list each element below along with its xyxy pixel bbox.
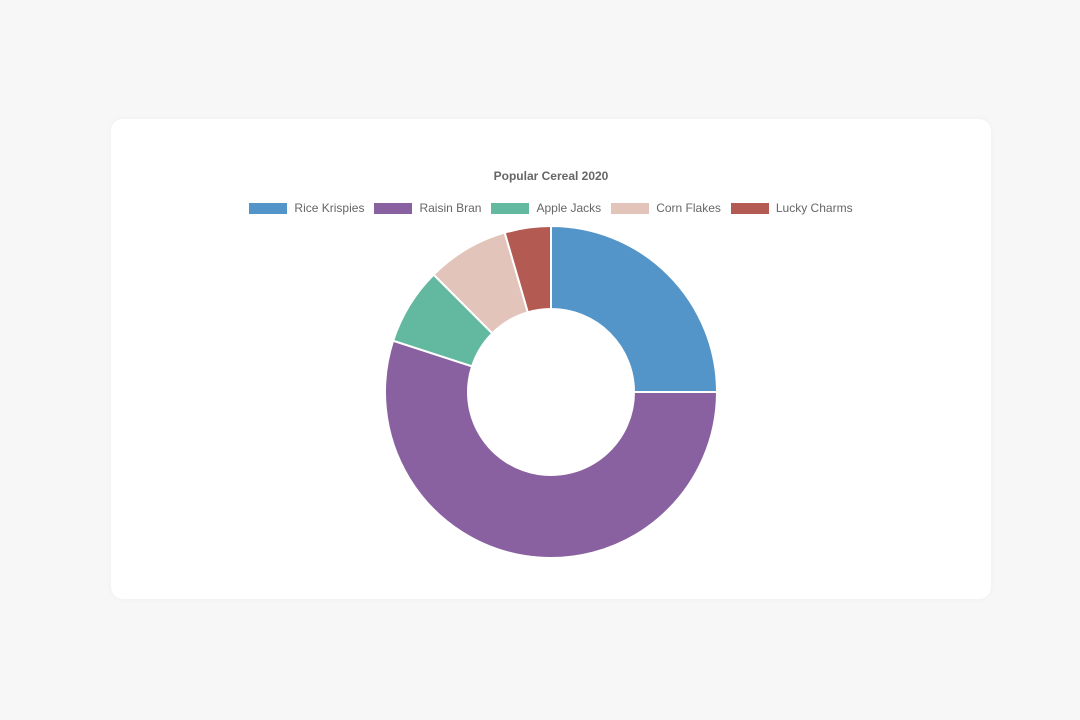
legend-swatch <box>374 202 413 214</box>
legend-label: Raisin Bran <box>419 201 482 215</box>
donut-chart <box>384 224 719 559</box>
legend-item[interactable]: Raisin Bran <box>374 201 481 215</box>
legend-swatch <box>611 202 650 214</box>
legend-item[interactable]: Lucky Charms <box>730 201 853 215</box>
legend-swatch <box>730 202 769 214</box>
legend-label: Corn Flakes <box>656 201 721 215</box>
donut-slice[interactable] <box>503 224 552 314</box>
donut-slice[interactable] <box>550 224 719 393</box>
chart-legend: Rice Krispies Raisin Bran Apple Jacks Corn … <box>111 201 991 215</box>
legend-swatch <box>249 202 288 214</box>
donut-slice[interactable] <box>384 339 719 559</box>
legend-swatch <box>491 202 530 214</box>
legend-label: Lucky Charms <box>775 201 853 215</box>
chart-title: Popular Cereal 2020 <box>493 169 609 183</box>
legend-item[interactable]: Apple Jacks <box>491 201 601 215</box>
legend-label: Apple Jacks <box>536 201 602 215</box>
legend-item[interactable]: Rice Krispies <box>249 201 364 215</box>
chart-card: Popular Cereal 2020 Rice Krispies Raisin … <box>111 119 991 599</box>
legend-label: Rice Krispies <box>294 201 365 215</box>
legend-item[interactable]: Corn Flakes <box>611 201 721 215</box>
